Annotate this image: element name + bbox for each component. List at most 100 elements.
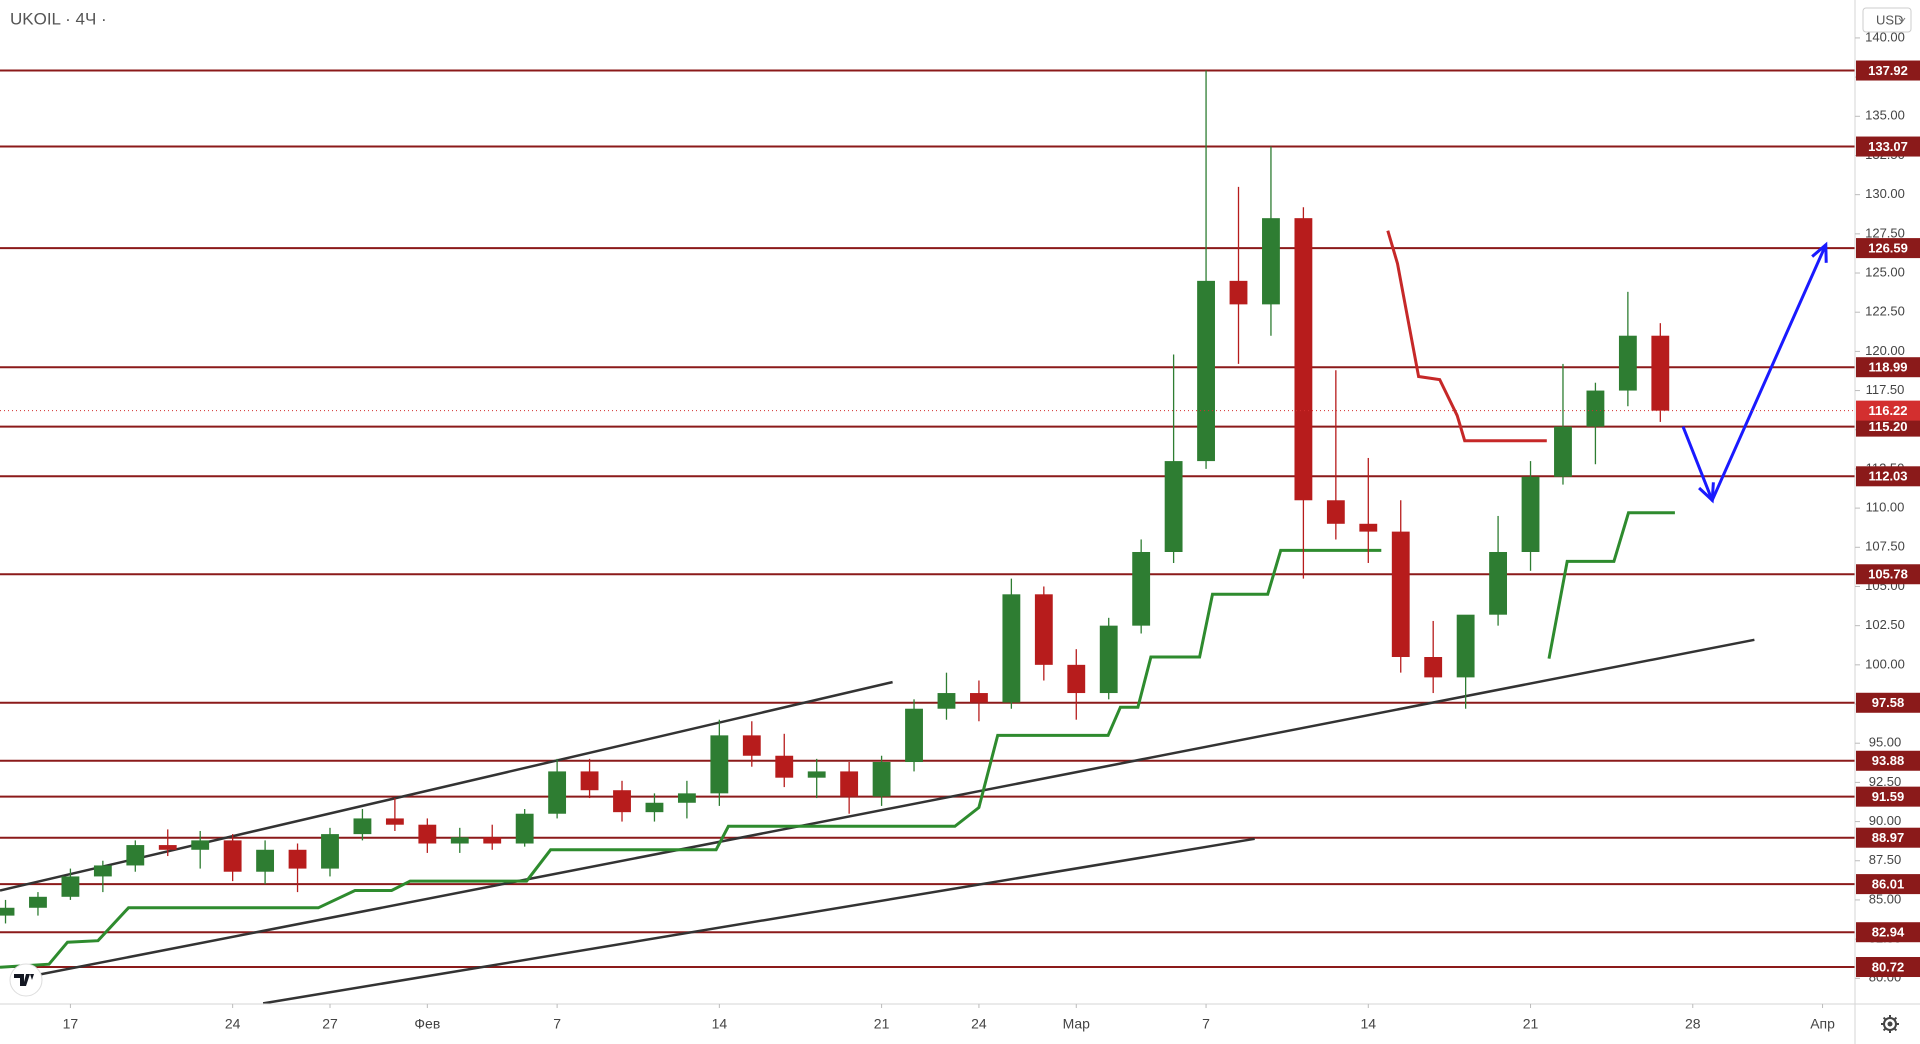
x-tick-label: 7 — [1202, 1016, 1210, 1032]
candle-body — [1132, 551, 1151, 626]
candle-body — [256, 849, 275, 872]
x-tick-label: 7 — [553, 1016, 561, 1032]
tv-logo[interactable] — [9, 963, 43, 997]
candle-body — [677, 793, 696, 803]
y-tick-label: 130.00 — [1865, 186, 1905, 201]
level-label-box — [1856, 357, 1920, 378]
candle-body — [191, 840, 210, 850]
candle-body — [580, 771, 599, 791]
level-label-box — [1856, 564, 1920, 585]
y-tick-label: 95.00 — [1869, 735, 1902, 750]
level-label: 86.01 — [1872, 877, 1905, 892]
settings-icon[interactable] — [1881, 1015, 1899, 1033]
y-tick-label: 135.00 — [1865, 108, 1905, 123]
x-tick-label: 28 — [1685, 1016, 1701, 1032]
last-price-box — [1856, 400, 1920, 421]
candle-body — [1618, 335, 1637, 391]
level-label-box — [1856, 874, 1920, 895]
level-label: 126.59 — [1868, 241, 1908, 256]
level-label: 133.07 — [1868, 139, 1908, 154]
trendline — [0, 680, 893, 892]
last-price-label: 116.22 — [1868, 403, 1907, 418]
candle-body — [1456, 614, 1475, 678]
candle-body — [1651, 335, 1670, 411]
symbol-title: UKOIL · 4Ч · — [10, 9, 107, 28]
x-tick-label: 21 — [874, 1016, 890, 1032]
currency-label[interactable]: USD — [1876, 12, 1903, 27]
currency-button[interactable] — [1862, 7, 1912, 33]
y-tick-label: 122.50 — [1865, 304, 1905, 319]
indicator-line — [1386, 230, 1547, 443]
x-tick-label: Фев — [414, 1016, 440, 1032]
y-tick-label: 87.50 — [1869, 852, 1902, 867]
trendline — [11, 638, 1755, 982]
candle-body — [483, 837, 502, 844]
level-label: 80.72 — [1872, 959, 1905, 974]
y-tick-label: 92.50 — [1869, 774, 1902, 789]
y-tick-label: 85.00 — [1869, 891, 1902, 906]
y-tick-label: 107.50 — [1865, 539, 1905, 554]
y-tick-label: 110.00 — [1866, 500, 1905, 515]
candle-body — [613, 790, 631, 813]
candle-body — [548, 771, 567, 814]
level-label: 91.59 — [1872, 789, 1905, 804]
level-label: 115.20 — [1868, 419, 1907, 434]
candle-body — [1034, 594, 1053, 665]
y-tick-label: 125.00 — [1865, 264, 1905, 279]
candle-body — [872, 762, 891, 797]
currency-caret[interactable] — [1898, 17, 1906, 23]
candle-body — [645, 802, 664, 813]
candle-body — [126, 845, 145, 866]
candle-body — [418, 824, 437, 844]
candle-body — [1424, 657, 1443, 678]
candle-body — [1262, 218, 1280, 305]
candle-body — [1164, 461, 1183, 552]
x-tick-label: 24 — [225, 1016, 241, 1032]
candle-body — [775, 755, 794, 778]
candle-body — [1489, 551, 1508, 615]
level-label-box — [1856, 957, 1920, 978]
candle-body — [1554, 426, 1572, 477]
y-tick-label: 140.00 — [1865, 29, 1905, 44]
candle-body — [1067, 664, 1086, 694]
x-tick-label: 24 — [971, 1016, 987, 1032]
y-tick-label: 120.00 — [1865, 343, 1905, 358]
level-label: 97.58 — [1872, 695, 1905, 710]
candle-body — [710, 735, 729, 794]
candle-body — [93, 865, 112, 877]
level-label-box — [1856, 922, 1920, 943]
y-tick-label: 90.00 — [1869, 813, 1902, 828]
candle-body — [321, 834, 339, 869]
candle-body — [1359, 523, 1378, 532]
x-tick-label: Мар — [1063, 1016, 1091, 1032]
candle-body — [1326, 500, 1345, 524]
candle-body — [288, 849, 307, 869]
x-tick-label: Апр — [1810, 1016, 1835, 1032]
level-label: 88.97 — [1872, 830, 1905, 845]
level-label-box — [1856, 416, 1920, 437]
candle-body — [515, 813, 534, 844]
level-label: 93.88 — [1872, 753, 1905, 768]
x-tick-label: 27 — [322, 1016, 338, 1032]
candle-body — [1099, 625, 1118, 694]
candle-body — [840, 771, 859, 797]
y-tick-label: 117.50 — [1866, 382, 1905, 397]
level-label-box — [1856, 692, 1920, 713]
level-label-box — [1856, 136, 1920, 157]
level-label-box — [1856, 466, 1920, 487]
x-tick-label: 14 — [712, 1016, 728, 1032]
candle-body — [1294, 218, 1313, 501]
candle-body — [158, 845, 177, 850]
candle-body — [223, 840, 242, 872]
candle-body — [450, 837, 469, 844]
level-label-box — [1856, 786, 1920, 807]
x-tick-label: 21 — [1523, 1016, 1539, 1032]
candle-body — [1586, 390, 1605, 427]
level-label: 112.03 — [1868, 469, 1907, 484]
candle-body — [29, 896, 47, 908]
candle-body — [353, 818, 372, 835]
candle-body — [385, 818, 404, 825]
candle-body — [1391, 531, 1410, 658]
